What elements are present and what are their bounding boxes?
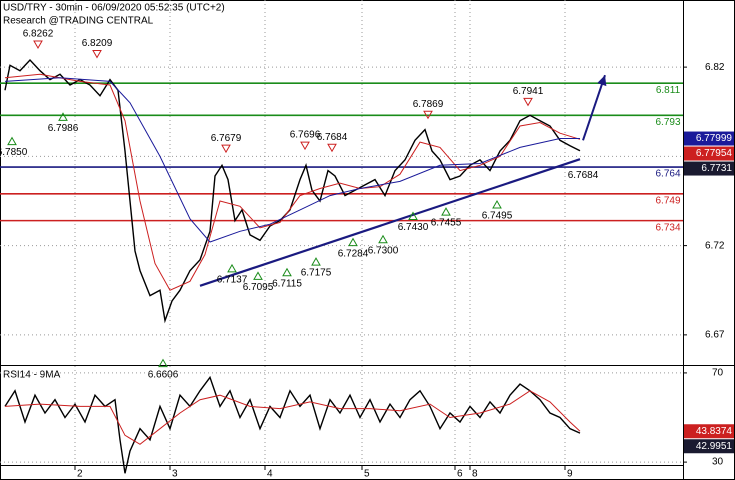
last-value-box bbox=[684, 439, 734, 454]
resistance-marker bbox=[327, 143, 337, 153]
support-marker bbox=[378, 234, 388, 244]
resistance-label: 6.7869 bbox=[413, 99, 444, 110]
support-label: 6.7495 bbox=[482, 211, 513, 222]
last-value-box bbox=[684, 161, 734, 176]
support-marker bbox=[158, 358, 168, 368]
support-label: 6.7300 bbox=[368, 245, 399, 256]
support-label: 6.7115 bbox=[272, 278, 302, 289]
resistance-marker bbox=[92, 50, 102, 59]
level-label: 6.749 bbox=[655, 195, 680, 206]
x-tick-label: 4 bbox=[267, 469, 273, 480]
trendline bbox=[199, 158, 581, 287]
support-label: 6.6606 bbox=[148, 369, 179, 380]
last-value-label: 6.77999 bbox=[696, 133, 733, 144]
resistance-marker bbox=[300, 141, 310, 151]
chart-title: USD/TRY - 30min - 06/09/2020 05:52:35 (U… bbox=[3, 3, 225, 14]
support-label: 6.7095 bbox=[243, 282, 274, 293]
y-tick-label: 6.67 bbox=[705, 330, 725, 341]
x-tick-label: 5 bbox=[364, 469, 370, 480]
resistance-label: 6.7941 bbox=[513, 86, 544, 97]
rsi-title: RSI14 - 9MA bbox=[3, 370, 61, 381]
resistance-marker bbox=[423, 110, 433, 120]
support-marker bbox=[282, 267, 292, 277]
x-tick-label: 2 bbox=[77, 469, 83, 480]
support-marker bbox=[441, 207, 451, 216]
support-marker bbox=[253, 271, 263, 280]
support-marker bbox=[348, 237, 358, 247]
support-marker bbox=[311, 257, 321, 266]
resistance-marker bbox=[523, 97, 533, 107]
level-label: 6.734 bbox=[655, 222, 680, 233]
last-value-box bbox=[684, 424, 734, 439]
support-marker bbox=[408, 211, 418, 221]
forecast-arrow bbox=[582, 74, 606, 141]
resistance-label: 6.7679 bbox=[211, 133, 242, 144]
support-marker bbox=[492, 199, 502, 209]
resistance-label: 6.8209 bbox=[82, 38, 113, 49]
resistance-marker bbox=[221, 144, 231, 154]
y-tick-label: 6.82 bbox=[705, 62, 725, 73]
y-tick-label: 70 bbox=[712, 368, 724, 379]
support-marker bbox=[7, 136, 17, 146]
chart-subtitle: Research @TRADING CENTRAL bbox=[3, 16, 154, 27]
resistance-marker bbox=[33, 40, 43, 50]
level-label: 6.793 bbox=[655, 117, 680, 128]
support-label: 6.7137 bbox=[217, 275, 248, 286]
y-tick-label: 30 bbox=[712, 457, 724, 468]
last-value-label: 42.9951 bbox=[696, 441, 733, 452]
last-value-label: 43.8374 bbox=[696, 426, 733, 437]
support-label: 6.7175 bbox=[301, 268, 332, 279]
x-tick-label: 3 bbox=[172, 469, 178, 480]
level-label: 6.764 bbox=[655, 169, 680, 180]
support-marker bbox=[58, 112, 68, 121]
support-label: 6.7850 bbox=[0, 147, 28, 158]
support-marker bbox=[227, 263, 237, 273]
support-label: 6.7455 bbox=[431, 218, 462, 229]
resistance-label: 6.7684 bbox=[317, 132, 348, 143]
last-value-box bbox=[684, 131, 734, 146]
level-label: 6.811 bbox=[656, 85, 681, 96]
price-line bbox=[4, 77, 580, 243]
y-tick-label: 6.72 bbox=[705, 240, 725, 251]
resistance-label: 6.8262 bbox=[23, 29, 54, 40]
last-value-box bbox=[684, 146, 734, 161]
x-tick-label: 9 bbox=[567, 469, 573, 480]
forecast-arrowhead bbox=[597, 75, 607, 87]
support-label: 6.7986 bbox=[48, 123, 79, 134]
x-tick-label: 6 bbox=[457, 469, 463, 480]
last-value-label: 6.7731 bbox=[701, 163, 732, 174]
resistance-label: 6.7696 bbox=[290, 130, 321, 141]
rsi-line bbox=[4, 390, 581, 445]
x-tick-label: 8 bbox=[472, 469, 478, 480]
last-value-label: 6.77954 bbox=[696, 148, 733, 159]
price-line bbox=[4, 73, 581, 291]
support-label: 6.7284 bbox=[338, 248, 369, 259]
trendline-label: 6.7684 bbox=[568, 170, 599, 181]
support-label: 6.7430 bbox=[398, 222, 429, 233]
rsi-line bbox=[4, 375, 581, 474]
